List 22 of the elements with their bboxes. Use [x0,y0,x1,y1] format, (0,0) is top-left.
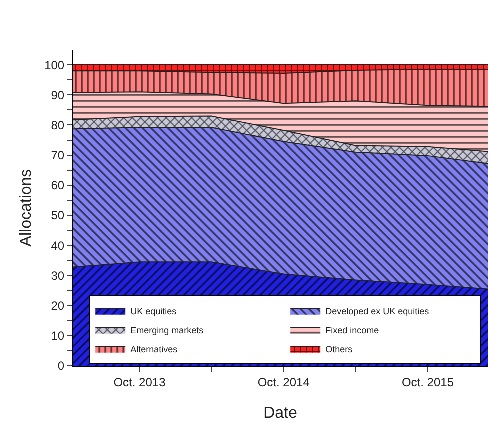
y-tick-label: 20 [51,299,65,314]
y-tick-label: 40 [51,238,65,253]
y-tick-label: 80 [51,118,65,132]
legend-label: Others [326,344,354,354]
legend-label: Alternatives [130,344,178,354]
y-tick-label: 70 [51,148,65,163]
y-tick-label: 90 [51,88,65,102]
y-axis-title: Allocations [18,169,35,247]
x-tick-label: Oct. 2014 [258,375,310,390]
legend-label: Fixed income [326,325,380,336]
y-tick-label: 30 [51,268,65,283]
x-tick-label: Oct. 2013 [114,375,166,390]
y-tick-label: 50 [51,208,65,223]
x-axis-title: Date [264,405,298,422]
y-tick-label: 60 [51,178,65,193]
y-tick-label: 0 [58,359,65,374]
legend-label: Developed ex UK equities [326,306,430,316]
y-tick-label: 10 [51,329,65,344]
legend-label: Emerging markets [130,325,204,336]
x-tick-label: Oct. 2015 [402,375,454,390]
y-tick-label: 100 [44,58,65,72]
legend-label: UK equities [130,306,178,316]
